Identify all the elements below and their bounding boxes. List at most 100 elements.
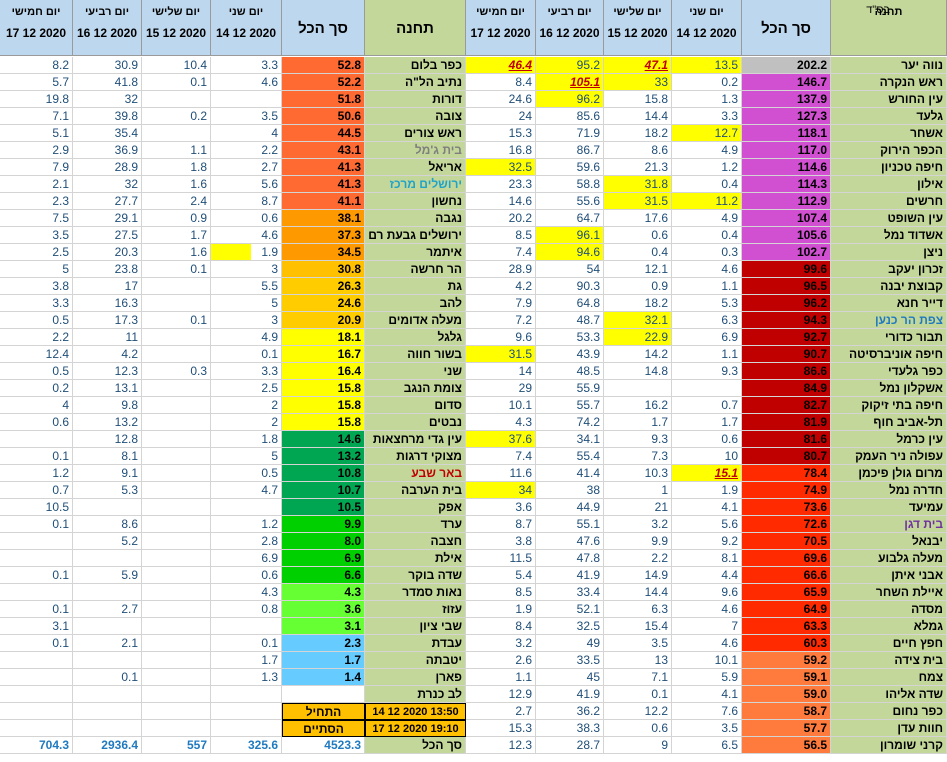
station-name[interactable]: ניצן (831, 244, 947, 261)
station-d1-value[interactable]: 1.1 (672, 346, 742, 363)
station-d4-value[interactable]: 28.9 (466, 261, 536, 278)
station-d4-value[interactable]: 0.5 (0, 363, 73, 380)
station-d3-value[interactable]: 41.9 (536, 567, 604, 584)
station-d1-value[interactable]: 2 (211, 414, 282, 431)
station-name[interactable]: צפת הר כנען (831, 312, 947, 329)
station-name[interactable]: שדה אליהו (831, 686, 947, 703)
station-total[interactable]: 13.2 (282, 448, 365, 465)
station-d3-value[interactable]: 95.2 (536, 57, 604, 74)
station-d2-value[interactable]: 9 (604, 737, 672, 754)
station-d2-value[interactable]: 0.6 (604, 720, 672, 737)
station-total[interactable]: 37.3 (282, 227, 365, 244)
station-total[interactable]: 80.7 (742, 448, 831, 465)
station-d4-value[interactable]: 2.5 (0, 244, 73, 261)
station-d2-value[interactable]: 10.4 (142, 57, 211, 74)
station-total[interactable]: 59.0 (742, 686, 831, 703)
station-d4-value[interactable]: 0.2 (0, 380, 73, 397)
station-d4-value[interactable]: 5.4 (466, 567, 536, 584)
station-total[interactable]: 118.1 (742, 125, 831, 142)
station-d1-value[interactable]: 0.6 (211, 567, 282, 584)
station-d4-value[interactable]: 3.8 (0, 278, 73, 295)
station-d4-value[interactable]: 10.1 (466, 397, 536, 414)
station-d1-value[interactable]: 0.6 (672, 431, 742, 448)
station-total[interactable]: 41.3 (282, 176, 365, 193)
station-name[interactable]: עזוז (365, 601, 466, 618)
station-d1-value[interactable]: 4.6 (211, 227, 282, 244)
station-d1-value[interactable]: 3.5 (211, 108, 282, 125)
station-d2-value[interactable]: 0.2 (142, 108, 211, 125)
end-label[interactable]: הסתיים (282, 720, 365, 737)
station-d1-value[interactable]: 13.5 (672, 57, 742, 74)
station-total[interactable]: 24.6 (282, 295, 365, 312)
station-d3-value[interactable]: 28.7 (536, 737, 604, 754)
station-d1-value[interactable]: 4.9 (211, 329, 282, 346)
station-d3-value[interactable]: 8.6 (73, 516, 142, 533)
station-name[interactable]: נגבה (365, 210, 466, 227)
sum-label[interactable]: סך הכל (365, 737, 466, 754)
station-d3-value[interactable]: 38.3 (536, 720, 604, 737)
station-name[interactable]: עין כרמל (831, 431, 947, 448)
station-d4-value[interactable]: 4.2 (466, 278, 536, 295)
station-d1-value[interactable]: 0.7 (672, 397, 742, 414)
station-name[interactable]: בית דגן (831, 516, 947, 533)
station-total[interactable]: 3.1 (282, 618, 365, 635)
station-total[interactable] (282, 686, 365, 703)
station-d4-value[interactable]: 2.6 (466, 652, 536, 669)
station-d4-value[interactable]: 14 (466, 363, 536, 380)
station-d1-value[interactable] (211, 499, 282, 516)
station-d1-value[interactable]: 6.3 (672, 312, 742, 329)
station-d2-value[interactable]: 0.1 (142, 312, 211, 329)
station-total[interactable]: 117.0 (742, 142, 831, 159)
station-d3-value[interactable]: 4.2 (73, 346, 142, 363)
station-d2-value[interactable]: 13 (604, 652, 672, 669)
station-d3-value[interactable]: 28.9 (73, 159, 142, 176)
station-d2-value[interactable]: 21 (604, 499, 672, 516)
station-d2-value[interactable]: 18.2 (604, 125, 672, 142)
station-d1-value[interactable]: 1.7 (211, 652, 282, 669)
station-d4-value[interactable]: 46.4 (466, 57, 536, 74)
station-d2-value[interactable]: 1.8 (142, 159, 211, 176)
station-total[interactable]: 38.1 (282, 210, 365, 227)
station-d1-value[interactable]: 2.8 (211, 533, 282, 550)
station-total[interactable]: 82.7 (742, 397, 831, 414)
station-d1-value[interactable]: 12.7 (672, 125, 742, 142)
station-d2-value[interactable]: 8.6 (604, 142, 672, 159)
station-d2-value[interactable] (142, 397, 211, 414)
station-d3-value[interactable]: 0.1 (73, 669, 142, 686)
station-d2-value[interactable]: 0.9 (142, 210, 211, 227)
station-d1-value[interactable]: 4.6 (672, 261, 742, 278)
station-d4-value[interactable]: 7.1 (0, 108, 73, 125)
empty-cell[interactable] (0, 703, 73, 720)
station-d3-value[interactable]: 9.8 (73, 397, 142, 414)
station-d1-value[interactable]: 4.9 (672, 142, 742, 159)
station-name[interactable]: אשדוד נמל (831, 227, 947, 244)
station-d4-value[interactable]: 15.3 (466, 125, 536, 142)
station-d1-value[interactable]: 5.5 (211, 278, 282, 295)
station-d3-value[interactable]: 41.4 (536, 465, 604, 482)
station-d4-value[interactable]: 10.5 (0, 499, 73, 516)
station-total[interactable]: 96.2 (742, 295, 831, 312)
station-name[interactable]: אפק (365, 499, 466, 516)
station-d4-value[interactable]: 24.6 (466, 91, 536, 108)
empty-cell[interactable] (73, 720, 142, 737)
station-name[interactable]: עין השופט (831, 210, 947, 227)
station-d1-value[interactable]: 10 (672, 448, 742, 465)
station-name[interactable]: סדום (365, 397, 466, 414)
station-d4-value[interactable]: 0.1 (0, 516, 73, 533)
station-d4-value[interactable]: 15.3 (466, 720, 536, 737)
station-name[interactable]: מעלה גלבוע (831, 550, 947, 567)
station-total[interactable]: 41.1 (282, 193, 365, 210)
station-d2-value[interactable] (142, 550, 211, 567)
start-label[interactable]: התחיל (282, 703, 365, 720)
station-total[interactable]: 84.9 (742, 380, 831, 397)
station-d2-value[interactable] (142, 533, 211, 550)
station-d2-value[interactable]: 16.2 (604, 397, 672, 414)
station-d2-value[interactable]: 15.8 (604, 91, 672, 108)
station-name[interactable]: חפץ חיים (831, 635, 947, 652)
station-d4-value[interactable]: 3.2 (466, 635, 536, 652)
station-name[interactable]: קרני שומרון (831, 737, 947, 754)
station-d2-value[interactable]: 33 (604, 74, 672, 91)
station-d3-value[interactable]: 13.1 (73, 380, 142, 397)
station-d1-value[interactable]: 5.6 (672, 516, 742, 533)
station-d1-value[interactable]: 5 (211, 448, 282, 465)
